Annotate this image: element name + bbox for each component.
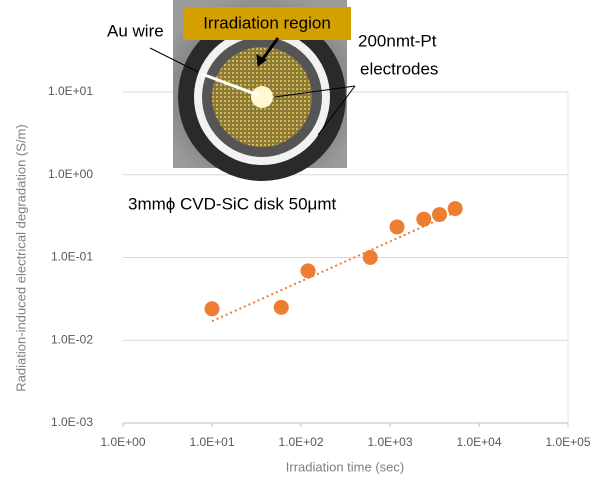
data-point [204, 301, 220, 317]
x-axis-title: Irradiation time (sec) [286, 459, 404, 474]
x-tick-label: 1.0E+00 [100, 435, 145, 449]
x-tick-label: 1.0E+02 [278, 435, 323, 449]
data-point [416, 211, 432, 227]
data-point [432, 207, 448, 223]
y-axis-title: Radiation-induced electrical degradation… [13, 124, 28, 391]
x-tick-label: 1.0E+05 [545, 435, 590, 449]
y-tick-label: 1.0E-03 [51, 415, 93, 429]
annotation: 200nmt-Pt [358, 31, 437, 50]
y-tick-label: 1.0E+01 [48, 84, 93, 98]
data-point [362, 250, 378, 265]
annotation: Irradiation region [203, 13, 331, 32]
arrows [149, 37, 356, 136]
x-tick-label: 1.0E+04 [456, 435, 501, 449]
y-tick-label: 1.0E-01 [51, 250, 93, 264]
data-point [273, 299, 289, 315]
x-tick-label: 1.0E+01 [189, 435, 234, 449]
trendline [211, 209, 460, 323]
data-point [389, 219, 405, 235]
data-point [300, 263, 316, 279]
y-tick-label: 1.0E+00 [48, 167, 93, 181]
callout-box [183, 7, 351, 40]
x-tick-label: 1.0E+03 [367, 435, 412, 449]
annotation: electrodes [360, 59, 438, 78]
data-point [447, 201, 463, 217]
y-tick-label: 1.0E-02 [51, 332, 93, 346]
annotation: Au wire [107, 21, 164, 40]
annotation: 3mmϕ CVD-SiC disk 50μmt [128, 194, 337, 213]
